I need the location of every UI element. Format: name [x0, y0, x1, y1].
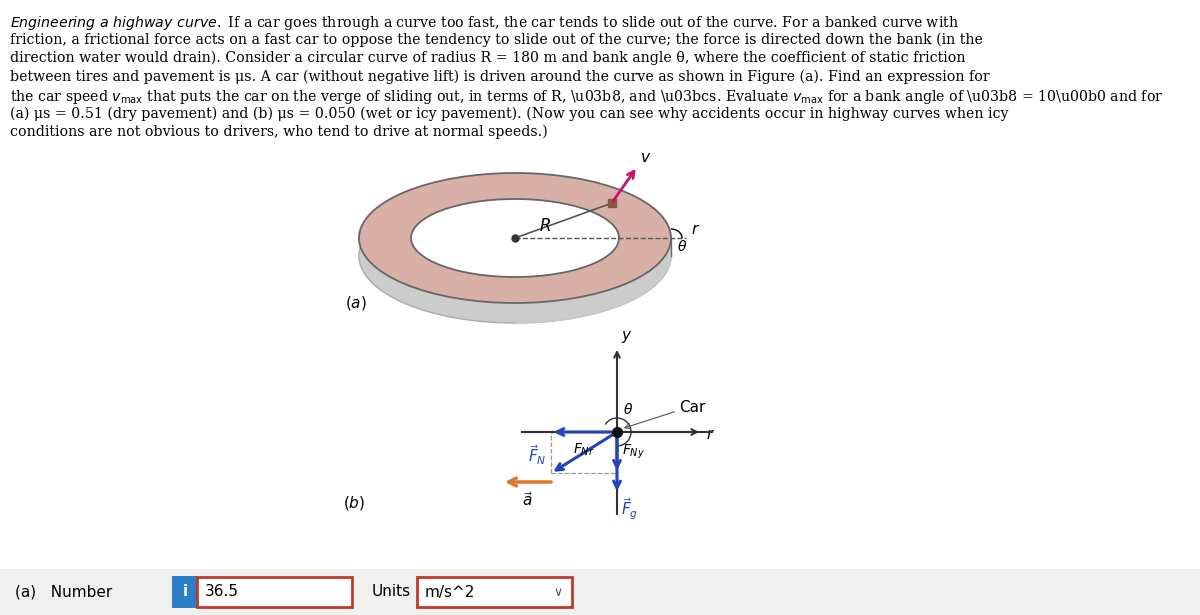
Text: $y$: $y$ — [622, 329, 632, 345]
Ellipse shape — [410, 199, 619, 277]
Text: the car speed $v_\mathrm{max}$ that puts the car on the verge of sliding out, in: the car speed $v_\mathrm{max}$ that puts… — [10, 88, 1163, 106]
Text: conditions are not obvious to drivers, who tend to drive at normal speeds.): conditions are not obvious to drivers, w… — [10, 125, 547, 140]
Text: $F_{Nr}$: $F_{Nr}$ — [572, 442, 595, 458]
Text: i: i — [182, 584, 187, 600]
Text: 36.5: 36.5 — [205, 584, 239, 600]
Text: m/s^2: m/s^2 — [425, 584, 475, 600]
Ellipse shape — [359, 189, 671, 323]
Text: $(a)$: $(a)$ — [346, 293, 367, 312]
Text: $r$: $r$ — [706, 428, 715, 442]
Bar — [197, 577, 352, 607]
Text: $\theta$: $\theta$ — [623, 402, 634, 417]
Bar — [418, 577, 572, 607]
Text: Car: Car — [679, 400, 706, 415]
Text: $\vec{F}_N$: $\vec{F}_N$ — [528, 443, 547, 467]
Text: friction, a frictional force acts on a fast car to oppose the tendency to slide : friction, a frictional force acts on a f… — [10, 33, 983, 47]
Ellipse shape — [359, 173, 671, 303]
Text: (a)   Number: (a) Number — [14, 584, 113, 600]
Text: (a) μs = 0.51 (dry pavement) and (b) μs = 0.050 (wet or icy pavement). (Now you : (a) μs = 0.51 (dry pavement) and (b) μs … — [10, 106, 1008, 121]
Text: $v$: $v$ — [641, 151, 652, 165]
Text: $\vec{a}$: $\vec{a}$ — [522, 491, 534, 509]
Ellipse shape — [410, 217, 619, 295]
Bar — [0, 569, 1200, 615]
Text: $(b)$: $(b)$ — [343, 493, 365, 512]
Text: $F_{Ny}$: $F_{Ny}$ — [622, 443, 646, 461]
Text: $\mathit{Engineering\ a\ highway\ curve.}$ If a car goes through a curve too fas: $\mathit{Engineering\ a\ highway\ curve.… — [10, 14, 959, 32]
FancyBboxPatch shape — [172, 576, 198, 608]
Text: $r$: $r$ — [691, 223, 700, 237]
Text: $R$: $R$ — [539, 216, 551, 234]
Text: direction water would drain). Consider a circular curve of radius R = 180 m and : direction water would drain). Consider a… — [10, 51, 966, 65]
Polygon shape — [515, 189, 671, 323]
Text: Units: Units — [372, 584, 412, 600]
Text: between tires and pavement is μs. A car (without negative lift) is driven around: between tires and pavement is μs. A car … — [10, 69, 990, 84]
Text: ∨: ∨ — [553, 585, 563, 598]
Text: $\vec{F}_g$: $\vec{F}_g$ — [622, 496, 638, 522]
Text: $\theta$: $\theta$ — [677, 239, 688, 254]
